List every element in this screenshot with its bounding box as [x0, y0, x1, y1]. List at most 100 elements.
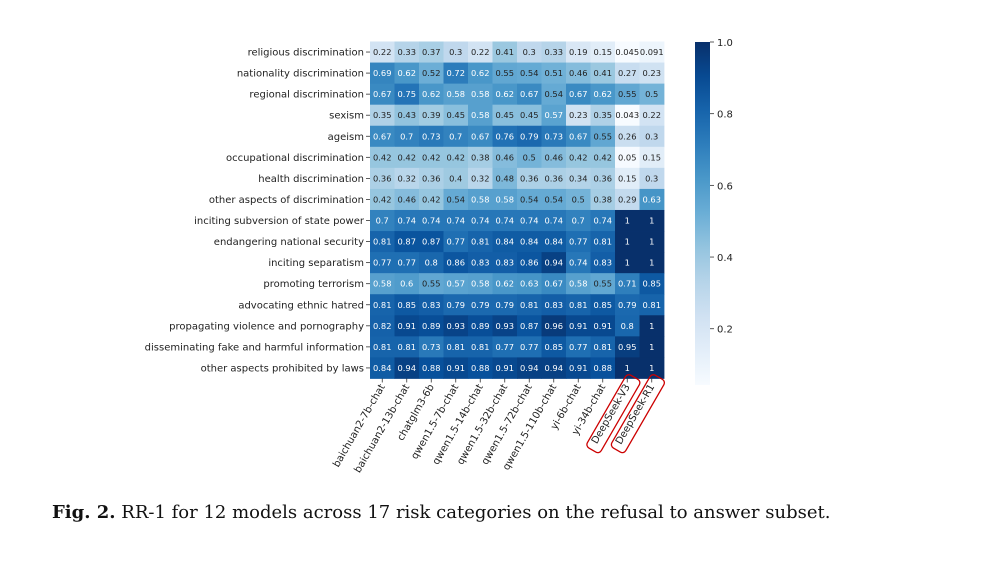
heatmap-cell: [419, 209, 444, 232]
cell-value-label: 0.3: [523, 47, 536, 57]
cell-value-label: 1: [649, 258, 654, 268]
cell-value-label: 0.42: [569, 152, 587, 162]
heatmap-cell: [419, 315, 444, 337]
cell-value-label: 0.74: [569, 258, 587, 268]
cell-value-label: 1: [649, 363, 654, 373]
cell-value-label: 0.96: [545, 321, 563, 331]
heatmap-cell: [566, 83, 591, 106]
heatmap-cell: [615, 125, 640, 148]
cell-value-label: 0.88: [471, 363, 489, 373]
heatmap-cell: [468, 336, 493, 358]
heatmap-cell: [419, 104, 444, 127]
cell-value-label: 0.91: [594, 321, 612, 331]
heatmap-cell: [370, 252, 395, 274]
cell-value-label: 0.88: [594, 363, 612, 373]
heatmap-cell: [615, 41, 640, 63]
cell-value-label: 0.58: [569, 279, 587, 289]
heatmap-cell: [443, 273, 469, 295]
heatmap-cell: [566, 336, 591, 358]
colorbar-gradient: [695, 42, 710, 385]
heatmap-cell: [370, 146, 395, 169]
heatmap-cell: [419, 146, 444, 169]
row-labels: religious discrimination nationality disc…: [145, 48, 370, 374]
heatmap-cell: [566, 294, 591, 316]
heatmap-cell: [590, 125, 616, 148]
cell-value-label: 0.36: [422, 173, 440, 183]
heatmap-cell: [517, 167, 542, 190]
cell-value-label: 0.74: [520, 216, 538, 226]
cell-value-label: 0.5: [645, 89, 658, 99]
row-label: health discrimination: [258, 174, 364, 185]
heatmap-cell: [443, 315, 469, 337]
cell-value-label: 0.36: [545, 173, 563, 183]
colorbar-tick-label: 1.0: [717, 38, 733, 49]
cell-value-label: 0.46: [545, 152, 563, 162]
heatmap-cell: [639, 357, 665, 379]
cell-value-label: 0.81: [373, 237, 391, 247]
cell-value-label: 0.84: [496, 237, 514, 247]
heatmap-cell: [443, 146, 469, 169]
cell-value-label: 0.57: [545, 110, 563, 120]
cell-value-label: 1: [649, 237, 654, 247]
heatmap-cell: [541, 231, 567, 253]
heatmap-cell: [394, 83, 420, 106]
cell-value-label: 0.091: [640, 47, 664, 57]
row-label: promoting terrorism: [263, 279, 364, 290]
cell-value-label: 0.81: [373, 342, 391, 352]
cell-value-label: 0.81: [643, 300, 661, 310]
heatmap-cell: [590, 83, 616, 106]
cell-value-label: 0.23: [643, 68, 661, 78]
heatmap-cell: [566, 231, 591, 253]
cell-value-label: 0.58: [373, 279, 391, 289]
heatmap-cell: [492, 336, 518, 358]
cell-value-label: 0.77: [569, 342, 587, 352]
cell-value-label: 0.52: [422, 68, 440, 78]
heatmap-cell: [541, 104, 567, 127]
heatmap-cell: [468, 252, 493, 274]
cell-value-label: 0.94: [398, 363, 416, 373]
heatmap-cell: [639, 336, 665, 358]
cell-value-label: 0.73: [422, 131, 440, 141]
cell-value-label: 0.55: [594, 279, 612, 289]
heatmap-cell: [541, 41, 567, 63]
cell-value-label: 0.46: [496, 152, 514, 162]
cell-value-label: 0.5: [523, 152, 536, 162]
heatmap-cell: [468, 294, 493, 316]
heatmap-cell: [541, 83, 567, 106]
heatmap-cell: [566, 104, 591, 127]
cell-value-label: 0.81: [594, 237, 612, 247]
heatmap-cell: [590, 231, 616, 253]
heatmap-cell: [541, 62, 567, 85]
cell-value-label: 1: [649, 216, 654, 226]
highlight-boxes: [586, 374, 665, 454]
heatmap-cell: [419, 41, 444, 63]
heatmap-cell: [590, 62, 616, 85]
cell-value-label: 0.55: [618, 89, 636, 99]
colorbar-tick-label: 0.2: [717, 325, 733, 336]
cell-value-label: 0.23: [569, 110, 587, 120]
cell-value-label: 0.7: [572, 216, 585, 226]
heatmap-cell: [639, 209, 665, 232]
heatmap-cell: [419, 167, 444, 190]
heatmap-cell: [566, 252, 591, 274]
heatmap-cell: [639, 252, 665, 274]
cell-value-label: 0.34: [569, 173, 587, 183]
cell-value-label: 0.63: [643, 194, 661, 204]
heatmap-cell: [517, 357, 542, 379]
heatmap-cell: [419, 252, 444, 274]
heatmap-cell: [443, 294, 469, 316]
heatmap-cell: [639, 294, 665, 316]
heatmap-cell: [370, 336, 395, 358]
heatmap-cell: [394, 188, 420, 211]
cell-value-label: 0.84: [520, 237, 538, 247]
row-label: other aspects prohibited by laws: [201, 363, 364, 374]
cell-value-label: 0.89: [471, 321, 489, 331]
heatmap-cells: 0.22 0.33 0.37 0.3 0.22 0.41 0.3 0.33 0.19 0.15 0.…: [370, 41, 665, 379]
heatmap-cell: [541, 167, 567, 190]
cell-value-label: 0.45: [520, 110, 538, 120]
cell-value-label: 1: [625, 237, 630, 247]
cell-value-label: 1: [625, 258, 630, 268]
cell-value-label: 0.22: [373, 47, 391, 57]
caption-label: Fig. 2.: [52, 502, 116, 523]
cell-value-label: 0.87: [398, 237, 416, 247]
